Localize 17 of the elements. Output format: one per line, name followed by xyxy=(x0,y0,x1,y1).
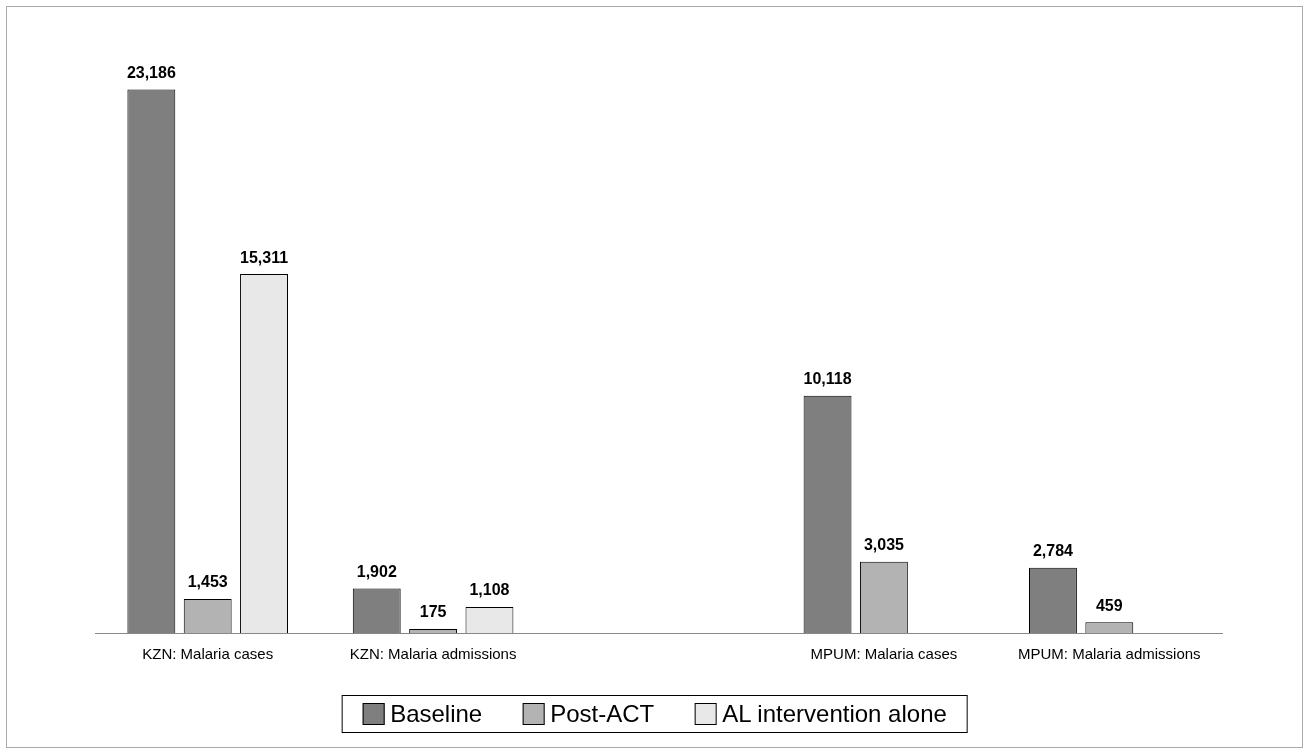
data-label: 1,108 xyxy=(469,581,510,599)
data-label: 2,784 xyxy=(1032,542,1074,560)
x-tick-label: MPUM: Malaria admissions xyxy=(1018,645,1201,663)
legend-label: Post-ACT xyxy=(550,700,655,728)
data-label: 23,186 xyxy=(126,63,176,81)
data-label: 1,902 xyxy=(356,562,397,580)
data-label: 175 xyxy=(419,603,447,621)
data-label: 10,118 xyxy=(803,370,852,388)
legend-label: AL intervention alone xyxy=(722,700,947,728)
x-tick-label: KZN: Malaria admissions xyxy=(349,645,517,663)
data-label: 1,453 xyxy=(187,573,228,591)
x-tick-label: MPUM: Malaria cases xyxy=(810,645,958,663)
data-label: 3,035 xyxy=(863,536,905,554)
data-label: 15,311 xyxy=(240,248,289,266)
data-label: 459 xyxy=(1095,596,1123,614)
x-tick-label: KZN: Malaria cases xyxy=(142,645,274,663)
legend-label: Baseline xyxy=(390,700,483,728)
